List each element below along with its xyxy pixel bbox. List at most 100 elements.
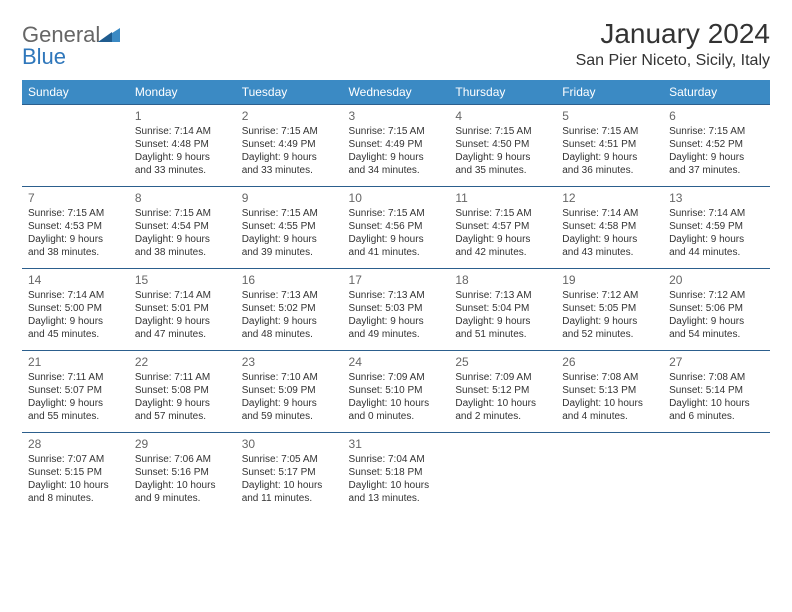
weekday-header: Sunday [22,80,129,105]
calendar-cell: 27 Sunrise: 7:08 AMSunset: 5:14 PMDayligh… [663,351,770,433]
day-number: 9 [242,191,337,205]
day-info: Sunrise: 7:09 AMSunset: 5:10 PMDaylight:… [349,371,444,423]
day-info: Sunrise: 7:06 AMSunset: 5:16 PMDaylight:… [135,453,230,505]
calendar-cell: 26 Sunrise: 7:08 AMSunset: 5:13 PMDayligh… [556,351,663,433]
calendar-cell: 21 Sunrise: 7:11 AMSunset: 5:07 PMDayligh… [22,351,129,433]
calendar-table: SundayMondayTuesdayWednesdayThursdayFrid… [22,80,770,515]
day-info: Sunrise: 7:14 AMSunset: 5:01 PMDaylight:… [135,289,230,341]
calendar-cell [663,433,770,515]
calendar-body: 1 Sunrise: 7:14 AMSunset: 4:48 PMDaylight… [22,105,770,515]
day-info: Sunrise: 7:15 AMSunset: 4:54 PMDaylight:… [135,207,230,259]
day-info: Sunrise: 7:11 AMSunset: 5:08 PMDaylight:… [135,371,230,423]
brand-logo: GeneralBlue [22,18,120,68]
calendar-cell: 16 Sunrise: 7:13 AMSunset: 5:02 PMDayligh… [236,269,343,351]
calendar-cell: 10 Sunrise: 7:15 AMSunset: 4:56 PMDayligh… [343,187,450,269]
day-info: Sunrise: 7:10 AMSunset: 5:09 PMDaylight:… [242,371,337,423]
day-number: 28 [28,437,123,451]
day-info: Sunrise: 7:15 AMSunset: 4:55 PMDaylight:… [242,207,337,259]
title-block: January 2024 San Pier Niceto, Sicily, It… [576,18,770,70]
day-info: Sunrise: 7:05 AMSunset: 5:17 PMDaylight:… [242,453,337,505]
day-info: Sunrise: 7:15 AMSunset: 4:57 PMDaylight:… [455,207,550,259]
calendar-cell: 8 Sunrise: 7:15 AMSunset: 4:54 PMDaylight… [129,187,236,269]
calendar-week: 28Sunrise: 7:07 AMSunset: 5:15 PMDayligh… [22,433,770,515]
calendar-cell: 14Sunrise: 7:14 AMSunset: 5:00 PMDayligh… [22,269,129,351]
day-info: Sunrise: 7:11 AMSunset: 5:07 PMDaylight:… [28,371,123,423]
day-info: Sunrise: 7:15 AMSunset: 4:50 PMDaylight:… [455,125,550,177]
day-info: Sunrise: 7:09 AMSunset: 5:12 PMDaylight:… [455,371,550,423]
day-info: Sunrise: 7:14 AMSunset: 4:59 PMDaylight:… [669,207,764,259]
calendar-cell: 11 Sunrise: 7:15 AMSunset: 4:57 PMDayligh… [449,187,556,269]
day-number: 16 [242,273,337,287]
calendar-week: 1 Sunrise: 7:14 AMSunset: 4:48 PMDaylight… [22,105,770,187]
calendar-week: 14Sunrise: 7:14 AMSunset: 5:00 PMDayligh… [22,269,770,351]
day-info: Sunrise: 7:15 AMSunset: 4:49 PMDaylight:… [242,125,337,177]
calendar-cell: 15 Sunrise: 7:14 AMSunset: 5:01 PMDayligh… [129,269,236,351]
weekday-header: Monday [129,80,236,105]
day-number: 17 [349,273,444,287]
calendar-cell: 1 Sunrise: 7:14 AMSunset: 4:48 PMDaylight… [129,105,236,187]
calendar-cell: 13Sunrise: 7:14 AMSunset: 4:59 PMDayligh… [663,187,770,269]
calendar-cell: 6Sunrise: 7:15 AMSunset: 4:52 PMDaylight… [663,105,770,187]
day-number: 21 [28,355,123,369]
weekday-header: Saturday [663,80,770,105]
day-info: Sunrise: 7:14 AMSunset: 4:48 PMDaylight:… [135,125,230,177]
location: San Pier Niceto, Sicily, Italy [576,52,770,70]
calendar-cell: 2Sunrise: 7:15 AMSunset: 4:49 PMDaylight… [236,105,343,187]
day-number: 7 [28,191,123,205]
day-number: 24 [349,355,444,369]
calendar-cell: 24 Sunrise: 7:09 AMSunset: 5:10 PMDayligh… [343,351,450,433]
calendar-week: 21 Sunrise: 7:11 AMSunset: 5:07 PMDayligh… [22,351,770,433]
day-info: Sunrise: 7:08 AMSunset: 5:13 PMDaylight:… [562,371,657,423]
day-number: 12 [562,191,657,205]
day-number: 4 [455,109,550,123]
weekday-header: Thursday [449,80,556,105]
day-number: 30 [242,437,337,451]
calendar-cell: 17 Sunrise: 7:13 AMSunset: 5:03 PMDayligh… [343,269,450,351]
day-number: 10 [349,191,444,205]
day-number: 6 [669,109,764,123]
calendar-cell: 7 Sunrise: 7:15 AMSunset: 4:53 PMDaylight… [22,187,129,269]
calendar-week: 7 Sunrise: 7:15 AMSunset: 4:53 PMDaylight… [22,187,770,269]
calendar-cell: 5 Sunrise: 7:15 AMSunset: 4:51 PMDaylight… [556,105,663,187]
day-number: 31 [349,437,444,451]
day-info: Sunrise: 7:15 AMSunset: 4:53 PMDaylight:… [28,207,123,259]
calendar-cell: 23 Sunrise: 7:10 AMSunset: 5:09 PMDayligh… [236,351,343,433]
day-number: 27 [669,355,764,369]
day-info: Sunrise: 7:13 AMSunset: 5:02 PMDaylight:… [242,289,337,341]
calendar-cell: 29Sunrise: 7:06 AMSunset: 5:16 PMDayligh… [129,433,236,515]
calendar-cell: 20Sunrise: 7:12 AMSunset: 5:06 PMDayligh… [663,269,770,351]
day-number: 1 [135,109,230,123]
calendar-cell: 4 Sunrise: 7:15 AMSunset: 4:50 PMDaylight… [449,105,556,187]
day-number: 19 [562,273,657,287]
day-number: 11 [455,191,550,205]
day-number: 18 [455,273,550,287]
day-info: Sunrise: 7:08 AMSunset: 5:14 PMDaylight:… [669,371,764,423]
calendar-cell: 25 Sunrise: 7:09 AMSunset: 5:12 PMDayligh… [449,351,556,433]
calendar-cell: 3Sunrise: 7:15 AMSunset: 4:49 PMDaylight… [343,105,450,187]
calendar-cell: 22 Sunrise: 7:11 AMSunset: 5:08 PMDayligh… [129,351,236,433]
calendar-cell: 18Sunrise: 7:13 AMSunset: 5:04 PMDayligh… [449,269,556,351]
day-number: 5 [562,109,657,123]
day-info: Sunrise: 7:13 AMSunset: 5:03 PMDaylight:… [349,289,444,341]
day-info: Sunrise: 7:14 AMSunset: 5:00 PMDaylight:… [28,289,123,341]
day-number: 25 [455,355,550,369]
day-info: Sunrise: 7:15 AMSunset: 4:51 PMDaylight:… [562,125,657,177]
calendar-cell: 12Sunrise: 7:14 AMSunset: 4:58 PMDayligh… [556,187,663,269]
day-number: 23 [242,355,337,369]
calendar-cell: 19Sunrise: 7:12 AMSunset: 5:05 PMDayligh… [556,269,663,351]
day-number: 3 [349,109,444,123]
day-number: 22 [135,355,230,369]
brand-triangle-icon [98,24,120,42]
calendar-cell [556,433,663,515]
calendar-header-row: SundayMondayTuesdayWednesdayThursdayFrid… [22,80,770,105]
calendar-cell: 9 Sunrise: 7:15 AMSunset: 4:55 PMDaylight… [236,187,343,269]
header: GeneralBlue January 2024 San Pier Niceto… [22,18,770,70]
day-info: Sunrise: 7:15 AMSunset: 4:56 PMDaylight:… [349,207,444,259]
day-number: 8 [135,191,230,205]
calendar-cell: 30 Sunrise: 7:05 AMSunset: 5:17 PMDayligh… [236,433,343,515]
weekday-header: Friday [556,80,663,105]
day-number: 26 [562,355,657,369]
day-info: Sunrise: 7:04 AMSunset: 5:18 PMDaylight:… [349,453,444,505]
day-number: 15 [135,273,230,287]
calendar-cell: 31 Sunrise: 7:04 AMSunset: 5:18 PMDayligh… [343,433,450,515]
